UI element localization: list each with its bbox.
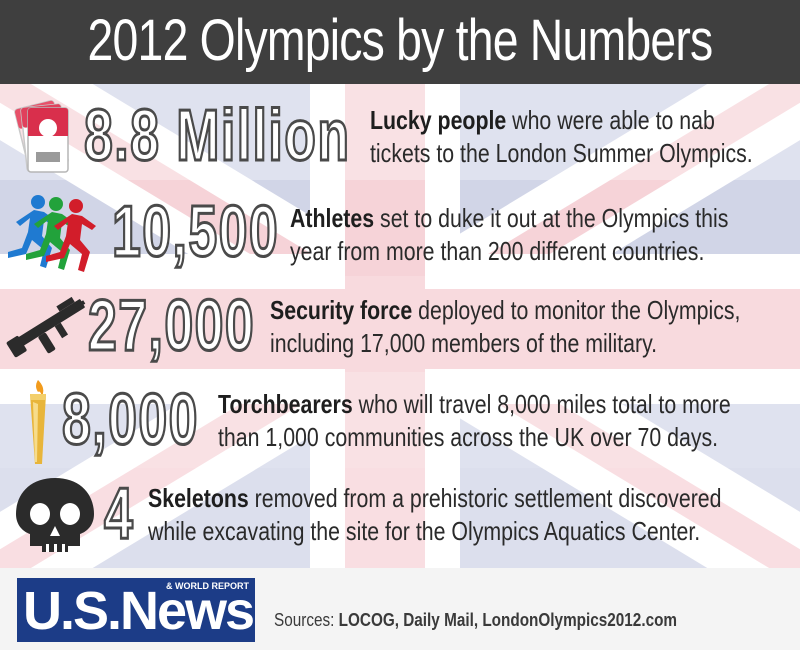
stat-text: set to duke it out at the Olympics this: [374, 203, 729, 233]
stat-text: who will travel 8,000 miles total to mor…: [352, 389, 731, 419]
stat-description-line2: than 1,000 communities across the UK ove…: [218, 422, 719, 452]
stat-number: 8.8 Million: [83, 95, 351, 178]
stat-number: 10,500: [111, 191, 280, 274]
runners-icon: [8, 195, 96, 272]
stat-description-line2: tickets to the London Summer Olympics.: [370, 138, 753, 168]
stat-description: Torchbearers who will travel 8,000 miles…: [218, 388, 731, 454]
stat-row-athletes: 10,500 Athletes set to duke it out at th…: [0, 188, 800, 276]
skull-icon: [16, 478, 94, 552]
footer: U.S.News & WORLD REPORT Sources: LOCOG, …: [0, 568, 800, 650]
stat-description-line1: Athletes set to duke it out at the Olymp…: [290, 202, 728, 235]
stat-description-line1: Torchbearers who will travel 8,000 miles…: [218, 388, 731, 421]
stat-highlight: Lucky people: [370, 105, 507, 135]
union-jack-background: [0, 84, 800, 568]
logo-subtitle: & WORLD REPORT: [166, 581, 249, 591]
sources-line: Sources: LOCOG, Daily Mail, LondonOlympi…: [274, 610, 677, 631]
sources-label: Sources:: [274, 610, 335, 630]
stat-description: Skeletons removed from a prehistoric set…: [148, 482, 722, 548]
stat-row-skeletons: 4 Skeletons removed from a prehistoric s…: [0, 470, 800, 558]
logo-wordmark: U.S.News: [23, 581, 255, 641]
stat-text: removed from a prehistoric settlement di…: [248, 483, 722, 513]
stat-description: Security force deployed to monitor the O…: [270, 294, 740, 360]
stat-row-torchbearers: 8,000 Torchbearers who will travel 8,000…: [0, 376, 800, 464]
stat-description-line1: Lucky people who were able to nab: [370, 104, 753, 137]
rifle-icon: [6, 296, 86, 358]
stat-description-line2: while excavating the site for the Olympi…: [148, 516, 701, 546]
stat-number: 4: [103, 473, 135, 556]
stat-highlight: Skeletons: [148, 483, 249, 513]
sources-list: LOCOG, Daily Mail, LondonOlympics2012.co…: [338, 610, 678, 630]
torch-icon: [30, 380, 46, 464]
stat-number: 8,000: [61, 379, 199, 462]
stat-description-line1: Skeletons removed from a prehistoric set…: [148, 482, 722, 515]
header-bar: 2012 Olympics by the Numbers: [0, 0, 800, 84]
stat-description-line2: including 17,000 members of the military…: [270, 328, 658, 358]
stat-description: Lucky people who were able to nab ticket…: [370, 104, 753, 170]
stat-number: 27,000: [87, 285, 256, 368]
stat-highlight: Security force: [270, 295, 413, 325]
page-title: 2012 Olympics by the Numbers: [87, 8, 714, 73]
usnews-logo: U.S.News & WORLD REPORT: [17, 578, 255, 642]
stat-highlight: Athletes: [290, 203, 375, 233]
stat-description-line1: Security force deployed to monitor the O…: [270, 294, 740, 327]
stat-description-line2: year from more than 200 different countr…: [290, 236, 705, 266]
stat-highlight: Torchbearers: [218, 389, 353, 419]
stat-description: Athletes set to duke it out at the Olymp…: [290, 202, 728, 268]
stat-text: deployed to monitor the Olympics,: [412, 295, 741, 325]
tickets-icon: [14, 100, 69, 173]
stat-row-security: 27,000 Security force deployed to monito…: [0, 282, 800, 370]
stat-row-tickets: 8.8 Million Lucky people who were able t…: [0, 92, 800, 180]
stat-text: who were able to nab: [506, 105, 715, 135]
